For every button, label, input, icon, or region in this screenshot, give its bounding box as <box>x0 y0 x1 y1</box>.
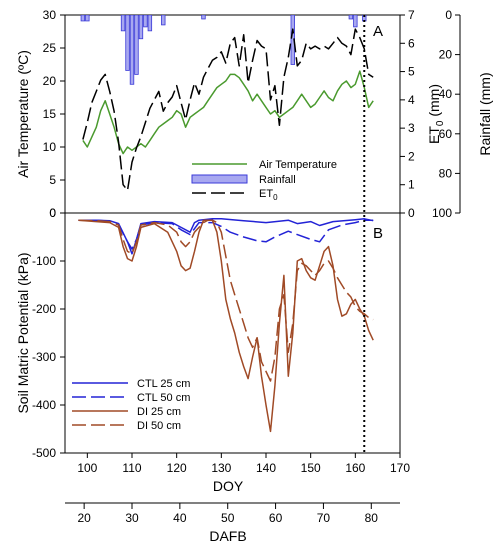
dafb-tick-label: 30 <box>125 511 139 525</box>
rainfall-tick-label: 100 <box>432 206 452 220</box>
doy-tick-label: 130 <box>211 461 231 475</box>
et0-tick-label: 4 <box>408 93 415 107</box>
dafb-axis-label: DAFB <box>209 528 246 544</box>
temp-tick-label: 15 <box>43 107 57 121</box>
et0-tick-label: 1 <box>408 178 415 192</box>
panel-b-letter: B <box>373 225 383 242</box>
air-temperature-line <box>82 70 374 155</box>
rainfall-tick-label: 20 <box>439 48 453 62</box>
panel-a-lines <box>82 28 374 192</box>
di-25-cm-line <box>78 219 374 433</box>
legend-ctl-50-label: CTL 50 cm <box>137 392 190 404</box>
rainfall-tick-label: 80 <box>439 166 453 180</box>
rainfall-bar <box>125 15 130 71</box>
temp-tick-label: 0 <box>49 206 56 220</box>
panel-a-rain-axis: 0 20 40 60 80 100 <box>432 8 461 220</box>
rainfall-bar <box>80 15 86 22</box>
rainfall-bars <box>80 15 367 85</box>
doy-tick-label: 140 <box>256 461 276 475</box>
rainfall-bar <box>129 15 135 85</box>
di-50-cm-line <box>78 219 374 382</box>
rainfall-axis-label: Rainfall (mm) <box>477 72 493 155</box>
et0-tick-label: 6 <box>408 36 415 50</box>
et0-tick-label: 3 <box>408 121 415 135</box>
panel-a-left-ticks: 0 5 10 15 20 25 30 <box>43 8 65 220</box>
doy-tick-label: 110 <box>122 461 141 475</box>
rainfall-bar <box>348 15 354 20</box>
temp-tick-label: 20 <box>43 74 57 88</box>
rainfall-tick-label: 40 <box>439 87 453 101</box>
smp-tick-label: -300 <box>32 350 56 364</box>
rainfall-tick-label: 60 <box>439 127 453 141</box>
legend-ctl-25-label: CTL 25 cm <box>137 378 190 390</box>
panel-b-frame <box>64 212 401 454</box>
temp-tick-label: 30 <box>43 8 57 22</box>
doy-tick-label: 160 <box>345 461 365 475</box>
et0-tick-label: 2 <box>408 149 415 163</box>
dafb-tick-label: 70 <box>317 511 331 525</box>
panel-b-lines <box>78 218 374 433</box>
rainfall-bar <box>147 15 153 32</box>
et0-tick-label: 5 <box>408 65 415 79</box>
panel-b: -500 -400 -300 -200 -100 0 100 110 120 130 140 150… <box>15 206 410 494</box>
legend-rainfall-label: Rainfall <box>259 174 296 186</box>
et0-tick-label: 7 <box>408 8 415 22</box>
legend-et0-label: ET0 <box>259 188 278 202</box>
panel-b-y-ticks: -500 -400 -300 -200 -100 0 <box>32 206 65 460</box>
temp-tick-label: 5 <box>49 173 56 187</box>
rainfall-bar <box>120 15 126 32</box>
legend-di-25-label: DI 25 cm <box>137 406 181 418</box>
rainfall-bar <box>353 15 358 28</box>
rainfall-bar <box>134 15 139 75</box>
rainfall-bar <box>201 15 206 20</box>
legend-air-temperature-label: Air Temperature <box>259 159 337 171</box>
rainfall-bar <box>143 15 148 28</box>
ctl-50-cm-line <box>78 219 374 250</box>
temp-tick-label: 10 <box>43 140 57 154</box>
ctl-25-cm-line <box>78 218 374 255</box>
legend-di-50-label: DI 50 cm <box>137 420 181 432</box>
temp-tick-label: 25 <box>43 41 57 55</box>
smp-tick-label: 0 <box>49 206 56 220</box>
legend-rainfall-swatch <box>191 174 248 184</box>
dafb-tick-label: 20 <box>77 511 91 525</box>
rainfall-tick-label: 0 <box>445 8 452 22</box>
smp-tick-label: -400 <box>32 398 56 412</box>
doy-tick-label: 120 <box>167 461 187 475</box>
panel-a-letter: A <box>373 23 383 40</box>
dafb-axis: DAFB 20 30 40 50 60 70 80 <box>65 502 400 544</box>
panel-a-et0-axis: 0 1 2 3 4 5 6 7 <box>400 8 415 220</box>
panel-b-x-ticks: 100 110 120 130 140 150 160 170 <box>77 453 410 475</box>
dafb-tick-label: 80 <box>365 511 379 525</box>
dafb-tick-label: 60 <box>269 511 283 525</box>
et0-axis-label: ET0 (mm) <box>426 84 446 144</box>
air-temperature-axis-label: Air Temperature (ºC) <box>15 50 31 178</box>
soil-matric-potential-axis-label: Soil Matric Potential (kPa) <box>15 252 31 413</box>
doy-tick-label: 100 <box>77 461 97 475</box>
rainfall-bar <box>85 15 90 22</box>
rainfall-bar <box>161 15 166 26</box>
doy-tick-label: 170 <box>390 461 410 475</box>
panel-b-legend: CTL 25 cm CTL 50 cm DI 25 cm DI 50 cm <box>72 378 190 432</box>
smp-tick-label: -200 <box>32 302 56 316</box>
doy-tick-label: 150 <box>301 461 321 475</box>
et0-tick-label: 0 <box>408 206 415 220</box>
panel-a-legend: Air Temperature Rainfall ET0 <box>191 159 337 202</box>
smp-tick-label: -100 <box>32 254 56 268</box>
panel-a: 0 5 10 15 20 25 30 0 1 2 3 4 5 6 7 0 20 40 60 80 100 A Air… <box>15 8 493 220</box>
smp-tick-label: -500 <box>32 446 56 460</box>
dafb-tick-label: 40 <box>173 511 187 525</box>
doy-axis-label: DOY <box>213 478 244 494</box>
dafb-tick-label: 50 <box>221 511 235 525</box>
et0-line <box>82 28 374 192</box>
rainfall-bar <box>138 15 144 40</box>
